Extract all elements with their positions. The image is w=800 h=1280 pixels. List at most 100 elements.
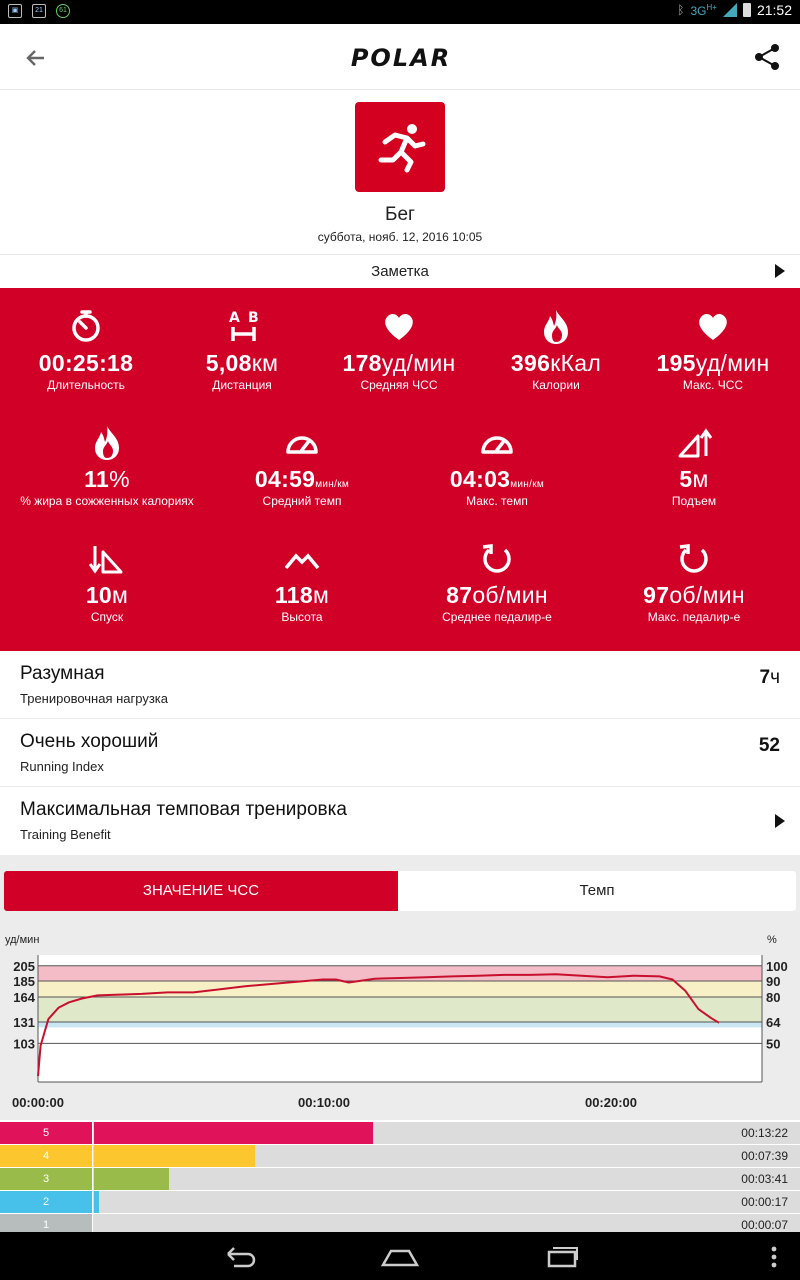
stat--жира-в-сожженных-калориях: 11% % жира в сожженных калориях — [12, 424, 202, 508]
note-row[interactable]: Заметка — [0, 254, 800, 288]
zone-band-2 — [38, 1022, 762, 1028]
heart-icon — [385, 314, 413, 340]
stats-panel: 00:25:18 Длительность A B 5,08км Дистанция 178… — [0, 288, 800, 651]
activity-date: суббота, нояб. 12, 2016 10:05 — [317, 230, 483, 244]
running-index-row[interactable]: Очень хороший Running Index 52 — [0, 719, 800, 787]
y-tick-label: 185 — [13, 974, 35, 989]
zone-time: 00:00:07 — [741, 1218, 788, 1232]
training-benefit-row[interactable]: Максимальная темповая тренировка Trainin… — [0, 787, 800, 855]
svg-text:A: A — [229, 310, 240, 326]
hr-zone-row: 3 00:03:41 — [0, 1168, 800, 1190]
stat-caption: Макс. ЧСС — [682, 378, 744, 392]
speedometer-icon — [481, 436, 513, 454]
tab-pace[interactable]: Темп — [398, 871, 796, 911]
zone-bar — [94, 1145, 255, 1167]
network-type: 3GH+ — [690, 2, 717, 18]
stat-caption: Подъем — [671, 494, 717, 508]
stat-калории: 396кКал Калории — [461, 308, 651, 392]
training-load-row[interactable]: Разумная Тренировочная нагрузка 7ч — [0, 651, 800, 719]
training-benefit-title: Максимальная темповая тренировка — [20, 799, 347, 820]
stat-подъем: 5м Подъем — [599, 424, 789, 508]
zone-band-5 — [38, 965, 762, 981]
training-load-subtitle: Тренировочная нагрузка — [20, 691, 169, 706]
stat-среднее-педалир-е: 87об/мин Среднее педалир-е — [402, 540, 592, 624]
hr-chart: 103 50 131 64 164 80 185 90 205 100 уд/мин% 00:00:0… — [0, 925, 800, 1120]
cadence-icon — [482, 544, 511, 573]
zone-time: 00:00:17 — [741, 1195, 788, 1209]
y2-tick-label: 64 — [766, 1015, 781, 1030]
stat-value: 10м — [85, 582, 129, 608]
y-tick-label: 205 — [13, 959, 35, 974]
y2-tick-label: 100 — [766, 959, 788, 974]
training-benefit-subtitle: Training Benefit — [20, 827, 111, 842]
hr-series-line — [37, 973, 720, 1077]
zone-time: 00:07:39 — [741, 1149, 788, 1163]
stat-caption: % жира в сожженных калориях — [20, 494, 194, 508]
training-load-title: Разумная — [20, 663, 105, 684]
altitude-icon — [284, 553, 320, 570]
stat-caption: Макс. педалир-е — [647, 610, 741, 624]
stat-спуск: 10м Спуск — [12, 540, 202, 624]
zone-number: 1 — [0, 1214, 93, 1236]
share-icon[interactable] — [752, 42, 782, 72]
descent-icon — [89, 546, 123, 574]
hr-zone-row: 2 00:00:17 — [0, 1191, 800, 1213]
stat-caption: Длительность — [47, 378, 125, 392]
zone-band-4 — [38, 981, 762, 997]
chevron-right-icon — [775, 264, 785, 278]
stat-высота: 118м Высота — [207, 540, 397, 624]
ascent-icon — [678, 428, 712, 458]
stat-caption: Калории — [532, 378, 580, 392]
nav-back-icon[interactable] — [220, 1244, 256, 1268]
stat-value: 5,08км — [205, 350, 279, 376]
hr-zone-row: 5 00:13:22 — [0, 1122, 800, 1144]
zone-bar — [94, 1168, 170, 1190]
y-axis-label: уд/мин — [5, 934, 39, 946]
stat-caption: Средняя ЧСС — [360, 378, 438, 392]
app-header: POLAR — [0, 24, 800, 90]
zone-number: 4 — [0, 1145, 93, 1167]
hr-zone-row: 4 00:07:39 — [0, 1145, 800, 1167]
tab-hr-value[interactable]: ЗНАЧЕНИЕ ЧСС — [4, 871, 398, 911]
stat-value: 04:59мин/км — [254, 466, 350, 492]
y2-tick-label: 90 — [766, 974, 780, 989]
stat-средний-темп: 04:59мин/км Средний темп — [207, 424, 397, 508]
chart-tabs: ЗНАЧЕНИЕ ЧСС Темп — [0, 855, 800, 925]
hr-zones: 5 00:13:22 4 00:07:39 3 00:03:41 2 00:00:17 1 00:… — [0, 1122, 800, 1236]
back-arrow-icon[interactable] — [22, 44, 50, 72]
y2-tick-label: 50 — [766, 1036, 780, 1051]
overflow-menu-icon[interactable] — [770, 1246, 778, 1268]
flame-icon — [95, 426, 119, 460]
nav-home-icon[interactable] — [381, 1245, 419, 1267]
stat-value: 396кКал — [510, 350, 602, 376]
zone-number: 3 — [0, 1168, 93, 1190]
zone-number: 5 — [0, 1122, 93, 1144]
svg-text:B: B — [248, 310, 259, 326]
nav-recents-icon[interactable] — [546, 1244, 580, 1268]
battery-icon — [742, 3, 751, 17]
cadence-icon — [679, 544, 708, 573]
gallery-icon: ▣ — [8, 4, 22, 18]
bluetooth-icon: ᛒ — [677, 3, 685, 17]
zone-time: 00:03:41 — [741, 1172, 788, 1186]
zone-bar — [94, 1122, 373, 1144]
training-load-value: 7ч — [759, 667, 780, 688]
stat-value: 5м — [679, 466, 709, 492]
calendar-icon: 21 — [32, 4, 46, 18]
y-tick-label: 131 — [13, 1015, 35, 1030]
stat-value: 87об/мин — [446, 582, 548, 608]
speedometer-icon — [286, 436, 318, 454]
y2-axis-label: % — [767, 934, 777, 946]
chevron-right-icon — [775, 814, 785, 828]
heart-icon — [699, 314, 727, 340]
stat-value: 97об/мин — [643, 582, 745, 608]
running-index-value: 52 — [758, 735, 780, 756]
zone-band-3 — [38, 996, 762, 1023]
stat-value: 178уд/мин — [342, 350, 456, 376]
battery-status-icon: 61 — [56, 4, 70, 18]
stat-дистанция: A B 5,08км Дистанция — [147, 308, 337, 392]
flame-icon — [544, 310, 568, 344]
hr-chart-svg: 103 50 131 64 164 80 185 90 205 100 уд/мин % 00:00:0… — [5, 934, 788, 1110]
hr-zone-row: 1 00:00:07 — [0, 1214, 800, 1236]
